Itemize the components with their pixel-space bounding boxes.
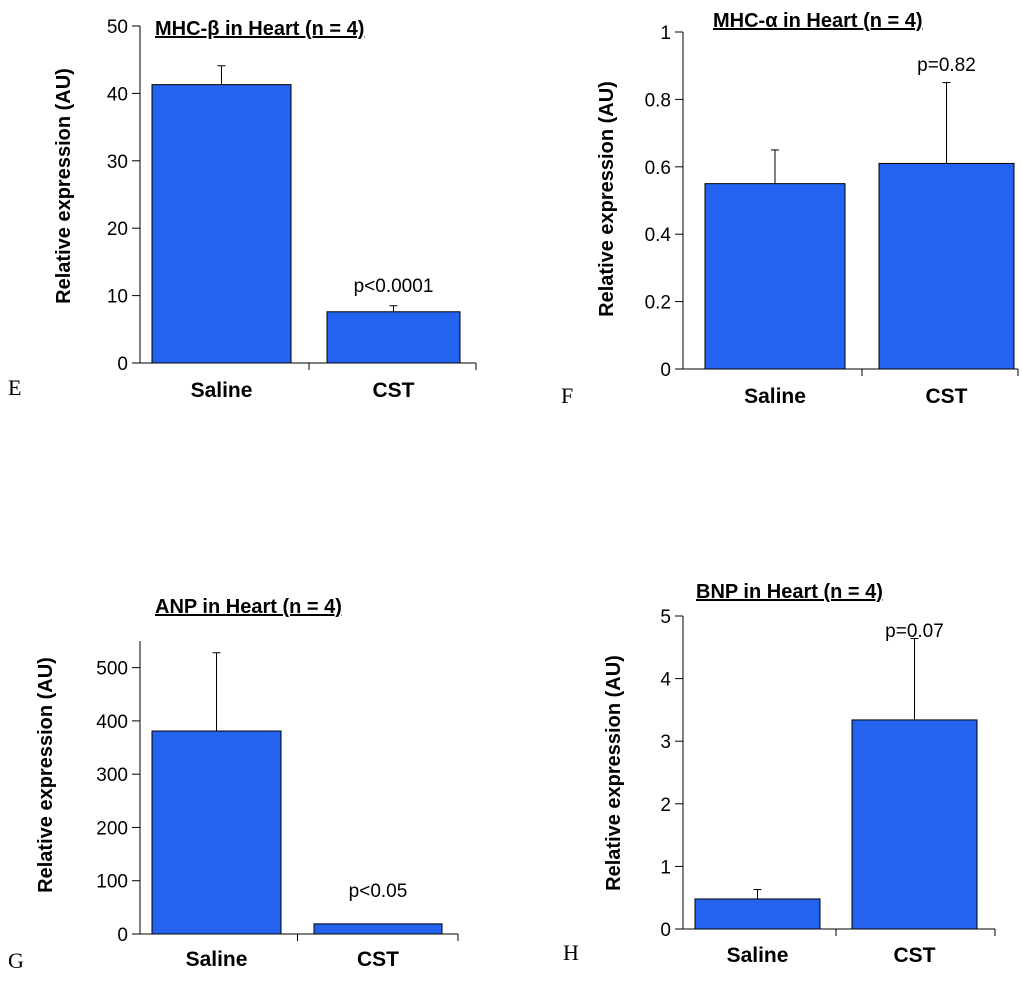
category-label-cst: CST bbox=[373, 379, 415, 402]
y-tick-label: 0 bbox=[660, 360, 671, 381]
p-value-annotation: p=0.82 bbox=[917, 55, 976, 76]
category-label-saline: Saline bbox=[727, 944, 789, 967]
bar-saline bbox=[151, 84, 292, 364]
y-tick-label: 4 bbox=[660, 670, 671, 691]
y-tick-label: 2 bbox=[660, 795, 671, 816]
panel-letter: E bbox=[8, 375, 21, 400]
y-tick-label: 0 bbox=[660, 920, 671, 941]
category-label-saline: Saline bbox=[191, 379, 253, 402]
y-tick-label: 100 bbox=[96, 872, 128, 893]
category-label-cst: CST bbox=[894, 944, 936, 967]
category-label-saline: Saline bbox=[186, 948, 248, 971]
y-tick-label: 20 bbox=[107, 219, 128, 240]
bar-saline bbox=[694, 898, 821, 930]
category-label-saline: Saline bbox=[744, 385, 806, 408]
y-axis-label: Relative expression (AU) bbox=[35, 657, 57, 893]
category-label-cst: CST bbox=[926, 385, 968, 408]
panel-g: G ANP in Heart (n = 4) Relative expression… bbox=[8, 596, 459, 973]
bar-cst bbox=[851, 719, 978, 930]
p-value-annotation: p<0.05 bbox=[349, 881, 408, 902]
chart-title: ANP in Heart (n = 4) bbox=[155, 596, 342, 618]
y-tick-label: 40 bbox=[107, 84, 128, 105]
y-tick-label: 30 bbox=[107, 152, 128, 173]
bar-saline bbox=[151, 730, 282, 935]
p-value-annotation: p<0.0001 bbox=[354, 276, 434, 297]
y-tick-label: 500 bbox=[96, 659, 128, 680]
y-tick-label: 0 bbox=[117, 925, 128, 946]
bar-cst bbox=[878, 162, 1015, 370]
panel-f: F MHC-α in Heart (n = 4) Relative expressi… bbox=[561, 10, 1019, 408]
y-tick-label: 0.2 bbox=[645, 293, 671, 314]
y-tick-label: 400 bbox=[96, 712, 128, 733]
bar-cst bbox=[326, 311, 461, 364]
chart-title: MHC-α in Heart (n = 4) bbox=[713, 10, 923, 32]
bar-saline bbox=[704, 183, 846, 370]
chart-title: MHC-β in Heart (n = 4) bbox=[155, 18, 364, 40]
y-tick-label: 300 bbox=[96, 765, 128, 786]
y-tick-label: 0.8 bbox=[645, 90, 671, 111]
y-axis-label: Relative expression (AU) bbox=[603, 655, 625, 891]
panel-letter: H bbox=[563, 940, 579, 965]
panel-h: H BNP in Heart (n = 4) Relative expression… bbox=[563, 581, 996, 967]
panel-letter: F bbox=[561, 383, 573, 408]
y-tick-label: 1 bbox=[660, 857, 671, 878]
y-tick-label: 5 bbox=[660, 607, 671, 628]
y-tick-label: 0 bbox=[117, 354, 128, 375]
chart-title: BNP in Heart (n = 4) bbox=[696, 581, 883, 603]
y-tick-label: 10 bbox=[107, 287, 128, 308]
category-label-cst: CST bbox=[357, 948, 399, 971]
bar-cst bbox=[313, 923, 443, 935]
y-axis-label: Relative expression (AU) bbox=[596, 81, 618, 317]
y-tick-label: 50 bbox=[107, 17, 128, 38]
y-tick-label: 200 bbox=[96, 818, 128, 839]
y-tick-label: 0.4 bbox=[645, 225, 672, 246]
y-tick-label: 0.6 bbox=[645, 158, 671, 179]
p-value-annotation: p=0.07 bbox=[885, 621, 944, 642]
panel-e: E MHC-β in Heart (n = 4) Relative expressi… bbox=[8, 17, 477, 402]
panel-letter: G bbox=[8, 948, 24, 973]
y-tick-label: 1 bbox=[660, 23, 671, 44]
y-tick-label: 3 bbox=[660, 732, 671, 753]
y-axis-label: Relative expression (AU) bbox=[53, 68, 75, 304]
